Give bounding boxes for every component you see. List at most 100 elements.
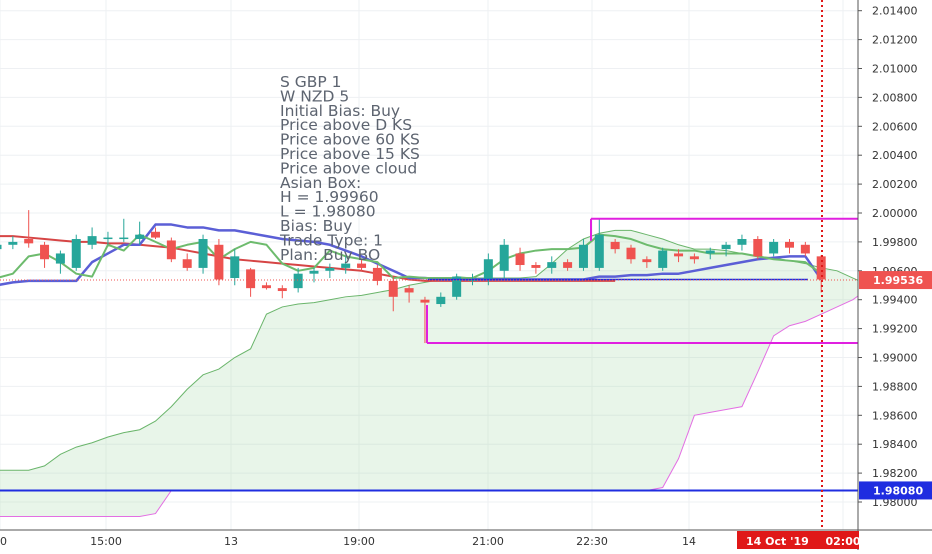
- annotation-line: Initial Bias: Buy: [280, 102, 400, 120]
- candle-body: [483, 259, 493, 280]
- candle: [785, 239, 794, 254]
- y-tick-label: 2.00400: [872, 149, 918, 162]
- y-tick-label: 1.99400: [872, 294, 918, 307]
- candle-body: [182, 259, 192, 268]
- candle: [214, 239, 224, 286]
- candle-body: [357, 263, 367, 268]
- candle-body: [499, 244, 509, 271]
- candle-body: [230, 256, 240, 279]
- red-average-line: [0, 235, 616, 282]
- annotation-line: Plan: Buy BO: [280, 246, 380, 264]
- candle: [499, 239, 509, 279]
- candle-body: [135, 234, 145, 240]
- y-tick-label: 2.00000: [872, 207, 918, 220]
- candle: [135, 221, 145, 245]
- candle: [753, 236, 763, 260]
- x-tick-label: 30: [0, 535, 7, 548]
- candle: [642, 256, 652, 268]
- candle-body: [594, 234, 604, 268]
- candle-body: [674, 253, 684, 257]
- candle-body: [769, 241, 779, 254]
- candle-body: [151, 231, 160, 238]
- candle-body: [325, 267, 335, 271]
- candle-body: [547, 262, 557, 268]
- candle: [103, 231, 113, 245]
- candle: [452, 273, 462, 300]
- candle: [547, 256, 557, 274]
- y-tick-label: 1.98800: [872, 380, 918, 393]
- candle-body: [293, 273, 303, 289]
- annotation-line: Bias: Buy: [280, 217, 352, 235]
- candle: [277, 285, 287, 299]
- candle-body: [198, 239, 208, 268]
- candle-body: [388, 280, 398, 297]
- candle-body: [246, 269, 256, 289]
- candle-body: [531, 265, 541, 268]
- candle: [8, 236, 18, 250]
- annotation-line: H = 1.99960: [280, 188, 379, 206]
- time-axis[interactable]: 30 15:00 13 19:00 21:00 22:30 14 14 Oct '19 02:0…: [0, 529, 932, 549]
- candle: [737, 234, 747, 251]
- x-tick-label: 15:00: [90, 535, 122, 548]
- candle: [388, 276, 398, 312]
- candle-body: [563, 262, 573, 268]
- candle-body: [800, 244, 810, 254]
- candle: [594, 218, 604, 271]
- candle-body: [816, 256, 826, 280]
- candle: [182, 253, 192, 271]
- annotation-line: L = 1.98080: [280, 203, 376, 221]
- candle: [309, 267, 319, 283]
- annotation-line: Price above 60 KS: [280, 131, 420, 149]
- candle: [800, 241, 810, 257]
- candle: [151, 227, 160, 240]
- asian-low-tag: [859, 481, 932, 500]
- candle: [357, 259, 367, 271]
- candle-body: [372, 267, 382, 281]
- candle-body: [24, 239, 34, 244]
- candle-body: [119, 237, 129, 240]
- y-tick-label: 1.98600: [872, 409, 918, 422]
- crosshair-date-label: 14 Oct '19: [746, 535, 809, 548]
- candle: [0, 244, 2, 250]
- candle: [689, 253, 699, 264]
- candle: [230, 249, 240, 286]
- candle-body: [420, 299, 430, 303]
- candle: [721, 241, 731, 257]
- candle: [705, 247, 715, 260]
- candle-body: [737, 239, 747, 245]
- candle: [563, 259, 573, 271]
- y-tick-label: 1.98200: [872, 467, 918, 480]
- candle: [246, 267, 256, 297]
- kijun-line: [0, 223, 823, 286]
- candle: [87, 227, 97, 250]
- candle-body: [626, 247, 636, 260]
- candle: [436, 292, 446, 307]
- annotation-line: S GBP 1: [280, 73, 342, 91]
- candle-body: [341, 263, 351, 268]
- candle-body: [8, 241, 18, 245]
- cloud-fill: [0, 230, 858, 517]
- candle-body: [753, 239, 763, 257]
- candle: [658, 247, 668, 271]
- candle-body: [515, 253, 525, 266]
- candle-body: [658, 250, 668, 268]
- candle: [40, 241, 50, 268]
- annotation-line: Price above 15 KS: [280, 145, 420, 163]
- candle-body: [452, 276, 462, 297]
- candle: [420, 296, 430, 344]
- candle-body: [578, 244, 588, 268]
- crosshair-date-tag: [737, 531, 859, 549]
- candle-body: [705, 250, 715, 254]
- x-tick-label: 02:00: [825, 535, 860, 548]
- candle-body: [40, 244, 50, 260]
- price-axis[interactable]: 2.01400 2.01200 2.01000 2.00800 2.00600 2.004…: [857, 0, 932, 550]
- candle: [293, 267, 303, 293]
- candle-body: [610, 241, 620, 250]
- indicator-lines: [0, 223, 823, 286]
- x-tick-label: 13: [224, 535, 238, 548]
- candle: [578, 239, 588, 271]
